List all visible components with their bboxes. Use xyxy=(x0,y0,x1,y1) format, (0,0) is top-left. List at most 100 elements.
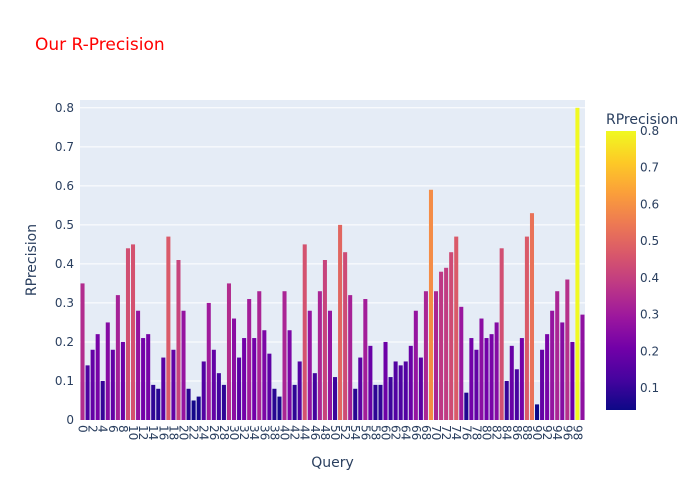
bar[interactable] xyxy=(131,244,136,420)
bar[interactable] xyxy=(353,388,358,420)
bar[interactable] xyxy=(524,236,529,420)
bar[interactable] xyxy=(550,310,555,420)
bar[interactable] xyxy=(211,349,216,420)
bar[interactable] xyxy=(105,322,110,420)
bar[interactable] xyxy=(216,373,221,420)
bar[interactable] xyxy=(100,380,105,420)
bar[interactable] xyxy=(292,384,297,420)
bar[interactable] xyxy=(555,291,560,420)
bar[interactable] xyxy=(297,361,302,420)
bar[interactable] xyxy=(529,213,534,420)
bar[interactable] xyxy=(348,295,353,420)
bar[interactable] xyxy=(226,283,231,420)
bar[interactable] xyxy=(343,252,348,420)
bar[interactable] xyxy=(307,310,312,420)
bar[interactable] xyxy=(509,345,514,420)
bar[interactable] xyxy=(519,338,524,420)
bar[interactable] xyxy=(237,357,242,420)
bar[interactable] xyxy=(423,291,428,420)
bar[interactable] xyxy=(418,357,423,420)
bar[interactable] xyxy=(393,361,398,420)
bar[interactable] xyxy=(479,318,484,420)
bar[interactable] xyxy=(540,349,545,420)
bar[interactable] xyxy=(504,380,509,420)
bar[interactable] xyxy=(242,338,247,420)
bar[interactable] xyxy=(206,302,211,420)
bar[interactable] xyxy=(151,384,156,420)
bar[interactable] xyxy=(535,404,540,420)
bar[interactable] xyxy=(398,365,403,420)
bar[interactable] xyxy=(141,338,146,420)
bar[interactable] xyxy=(327,310,332,420)
bar[interactable] xyxy=(267,353,272,420)
bar[interactable] xyxy=(115,295,120,420)
bar[interactable] xyxy=(110,349,115,420)
bar[interactable] xyxy=(171,349,176,420)
bar[interactable] xyxy=(514,369,519,420)
bar[interactable] xyxy=(120,341,125,420)
bar[interactable] xyxy=(156,388,161,420)
bar[interactable] xyxy=(333,377,338,420)
bar[interactable] xyxy=(186,388,191,420)
bar[interactable] xyxy=(257,291,262,420)
bar[interactable] xyxy=(459,306,464,420)
bar[interactable] xyxy=(454,236,459,420)
bar[interactable] xyxy=(368,345,373,420)
bar[interactable] xyxy=(565,279,570,420)
bar[interactable] xyxy=(484,338,489,420)
bar[interactable] xyxy=(388,377,393,420)
bar[interactable] xyxy=(262,330,267,420)
bar[interactable] xyxy=(439,271,444,420)
bar[interactable] xyxy=(570,341,575,420)
bar[interactable] xyxy=(428,189,433,420)
bar[interactable] xyxy=(166,236,171,420)
bar[interactable] xyxy=(181,310,186,420)
bar[interactable] xyxy=(499,248,504,420)
bar[interactable] xyxy=(176,260,181,420)
bar[interactable] xyxy=(85,365,90,420)
bar[interactable] xyxy=(161,357,166,420)
bar[interactable] xyxy=(545,334,550,420)
bar[interactable] xyxy=(469,338,474,420)
bar[interactable] xyxy=(449,252,454,420)
bar[interactable] xyxy=(232,318,237,420)
bar[interactable] xyxy=(282,291,287,420)
bar[interactable] xyxy=(403,361,408,420)
bar[interactable] xyxy=(413,310,418,420)
bar[interactable] xyxy=(434,291,439,420)
bar[interactable] xyxy=(191,400,196,420)
bar[interactable] xyxy=(358,357,363,420)
bar[interactable] xyxy=(146,334,151,420)
bar[interactable] xyxy=(474,349,479,420)
bar[interactable] xyxy=(560,322,565,420)
bar[interactable] xyxy=(252,338,257,420)
bar[interactable] xyxy=(494,322,499,420)
bar[interactable] xyxy=(80,283,85,420)
bar[interactable] xyxy=(221,384,226,420)
bar[interactable] xyxy=(247,299,252,420)
bar[interactable] xyxy=(580,314,585,420)
bar[interactable] xyxy=(277,396,282,420)
bar[interactable] xyxy=(338,224,343,420)
bar[interactable] xyxy=(287,330,292,420)
bar[interactable] xyxy=(444,267,449,420)
bar[interactable] xyxy=(302,244,307,420)
bar[interactable] xyxy=(464,392,469,420)
bar[interactable] xyxy=(272,388,277,420)
bar[interactable] xyxy=(322,260,327,420)
bar[interactable] xyxy=(408,345,413,420)
bar[interactable] xyxy=(383,341,388,420)
bar[interactable] xyxy=(95,334,100,420)
bar[interactable] xyxy=(136,310,141,420)
bar[interactable] xyxy=(125,248,130,420)
bar[interactable] xyxy=(201,361,206,420)
bar[interactable] xyxy=(312,373,317,420)
bar[interactable] xyxy=(489,334,494,420)
bar[interactable] xyxy=(90,349,95,420)
bar[interactable] xyxy=(317,291,322,420)
bar[interactable] xyxy=(363,299,368,420)
bar[interactable] xyxy=(575,107,580,421)
bar[interactable] xyxy=(378,384,383,420)
bar[interactable] xyxy=(373,384,378,420)
bar[interactable] xyxy=(196,396,201,420)
